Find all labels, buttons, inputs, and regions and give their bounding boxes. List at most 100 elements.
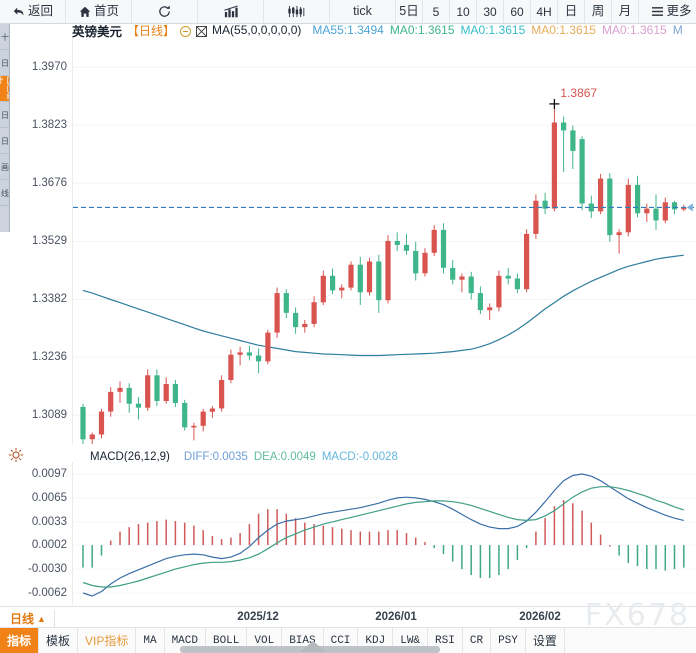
current-period-label: 日线 xyxy=(10,612,35,626)
macd-axis-label-5: -0.0062 xyxy=(27,587,67,600)
macd-legend-item-2: MACD:-0.0028 xyxy=(321,450,398,463)
date-axis-label-0: 2025/12 xyxy=(237,611,279,623)
bottom-tab-settings[interactable]: 设置 xyxy=(525,628,565,653)
macd-axis-label-0: 0.0097 xyxy=(31,467,67,480)
ma-legend-item-1: MA0:1.3615 xyxy=(389,23,455,37)
bar-chart-icon xyxy=(223,5,239,19)
period-5m-button-label: 5 xyxy=(432,4,440,19)
macd-title[interactable]: MACD(26,12,9) xyxy=(90,450,170,463)
home-button-label: 首页 xyxy=(93,4,119,19)
period-day-button[interactable]: 日 xyxy=(558,0,585,23)
current-period-tag[interactable]: 日线 ▲ xyxy=(10,610,55,627)
macd-axis-label-2: 0.0033 xyxy=(31,515,67,528)
chart-type-button[interactable] xyxy=(198,0,264,23)
price-axis-label-4: 1.3382 xyxy=(31,293,67,306)
refresh-button[interactable] xyxy=(132,0,198,23)
candles-icon xyxy=(288,5,305,18)
ma-legend: MA55:1.3494 MA0:1.3615 MA0:1.3615 MA0:1.361… xyxy=(306,23,682,37)
tick-button-label: tick xyxy=(353,4,372,19)
period-week-button-label: 周 xyxy=(591,4,605,19)
ma-legend-item-4: MA0:1.3615 xyxy=(601,23,667,37)
left-strip-item-2[interactable]: 区间统计 xyxy=(0,76,10,102)
period-5m-button[interactable]: 5 xyxy=(423,0,450,23)
back-button[interactable]: 返回 xyxy=(0,0,66,23)
macd-chart[interactable] xyxy=(73,462,696,605)
bottom-tab-psy[interactable]: PSY xyxy=(491,628,526,653)
macd-axis-label-3: 0.0002 xyxy=(31,539,67,552)
sun-settings-icon[interactable] xyxy=(8,447,24,463)
symbol-name: 英镑美元 xyxy=(72,24,123,39)
ma-settings-label[interactable]: MA(55,0,0,0,0,0) xyxy=(212,23,302,37)
period-month-button[interactable]: 月 xyxy=(612,0,639,23)
left-strip-item-label: 十 xyxy=(0,32,10,41)
price-axis-labels: 1.3970 1.3823 1.3676 1.3529 1.3382 1.3236 1.30… xyxy=(0,38,72,444)
ma-icon[interactable] xyxy=(196,25,208,37)
macd-axis-label-1: 0.0065 xyxy=(31,491,67,504)
more-button-label: 更多 xyxy=(666,4,692,19)
period-30m-button-label: 30 xyxy=(483,4,497,19)
date-axis-label-2: 2026/02 xyxy=(519,611,561,623)
period-5d-button-label: 5日 xyxy=(399,4,419,19)
bottom-tab-template[interactable]: 模板 xyxy=(39,628,79,653)
left-strip-item-3[interactable]: 日 xyxy=(0,102,9,128)
macd-info-line: MACD(26,12,9) DIFF:0.0035 DEA:0.0049 MACD:… xyxy=(90,449,398,464)
hamburger-icon xyxy=(651,6,664,17)
candlestick-chart[interactable]: 1.38671.3009 xyxy=(73,38,696,444)
macd-axis-label-4: -0.0030 xyxy=(27,563,67,576)
top-toolbar: 返回首页tick5日51030604H日周月更多力 xyxy=(0,0,696,24)
indicator-bars-button[interactable] xyxy=(264,0,330,23)
date-axis-label-1: 2026/01 xyxy=(375,611,417,623)
left-tool-strip[interactable]: 十日区间统计日日画线 xyxy=(0,24,10,232)
macd-legend: DIFF:0.0035 DEA:0.0049 MACD:-0.0028 xyxy=(178,451,398,463)
home-icon xyxy=(78,5,92,19)
period-30m-button[interactable]: 30 xyxy=(477,0,504,23)
ma-legend-item-2: MA0:1.3615 xyxy=(460,23,526,37)
period-month-button-label: 月 xyxy=(618,4,632,19)
ma-legend-item-0: MA55:1.3494 xyxy=(312,23,384,37)
triangle-up-icon: ▲ xyxy=(37,613,46,624)
macd-chart-pane[interactable] xyxy=(72,462,696,605)
period-4h-button-label: 4H xyxy=(536,4,552,19)
price-chart-pane[interactable]: 1.38671.3009 xyxy=(72,38,696,444)
period-10m-button[interactable]: 10 xyxy=(450,0,477,23)
left-strip-item-label: 日 xyxy=(0,58,10,67)
back-arrow-icon xyxy=(12,5,26,19)
bottom-toolbar-spacer xyxy=(564,628,696,653)
minus-circle-icon[interactable] xyxy=(180,25,192,37)
price-axis-label-1: 1.3823 xyxy=(31,119,67,132)
price-axis-label-0: 1.3970 xyxy=(31,61,67,74)
period-day-button-label: 日 xyxy=(564,4,578,19)
bottom-tab-vip[interactable]: VIP指标 xyxy=(78,628,137,653)
left-strip-item-label: 区间统计 xyxy=(0,76,10,100)
left-strip-item-label: 线 xyxy=(0,188,10,197)
period-4h-button[interactable]: 4H xyxy=(531,0,558,23)
left-strip-item-label: 画 xyxy=(0,162,10,171)
price-axis-label-5: 1.3236 xyxy=(31,351,67,364)
macd-axis-labels: 0.0097 0.0065 0.0033 0.0002 -0.0030 -0.0062 xyxy=(0,462,72,605)
left-strip-item-4[interactable]: 日 xyxy=(0,128,10,154)
price-axis-label-2: 1.3676 xyxy=(31,177,67,190)
left-strip-item-0[interactable]: 十 xyxy=(0,24,10,50)
macd-legend-item-1: DEA:0.0049 xyxy=(253,450,316,463)
bottom-tab-ma[interactable]: MA xyxy=(136,628,165,653)
ma-legend-item-5: M xyxy=(672,23,683,37)
home-button[interactable]: 首页 xyxy=(66,0,132,23)
left-strip-item-6[interactable]: 线 xyxy=(0,180,10,206)
macd-legend-item-0: DIFF:0.0035 xyxy=(183,450,248,463)
symbol-period: 【日线】 xyxy=(127,23,176,38)
date-axis: 日线 ▲ 2025/12 2026/01 2026/02 xyxy=(0,606,696,628)
bottom-tab-indicator[interactable]: 指标 xyxy=(0,628,40,653)
price-axis-label-6: 1.3089 xyxy=(31,409,67,422)
more-button[interactable]: 更多 xyxy=(639,0,696,23)
period-60m-button[interactable]: 60 xyxy=(504,0,531,23)
left-strip-item-1[interactable]: 日 xyxy=(0,50,10,76)
ma-legend-item-3: MA0:1.3615 xyxy=(531,23,596,37)
left-strip-item-label: 日 xyxy=(0,136,10,145)
left-strip-item-5[interactable]: 画 xyxy=(0,154,10,180)
bottom-tab-cr[interactable]: CR xyxy=(462,628,492,653)
tick-button[interactable]: tick xyxy=(330,0,396,23)
popup-caret-icon xyxy=(300,641,326,652)
period-5d-button[interactable]: 5日 xyxy=(396,0,423,23)
period-week-button[interactable]: 周 xyxy=(585,0,612,23)
